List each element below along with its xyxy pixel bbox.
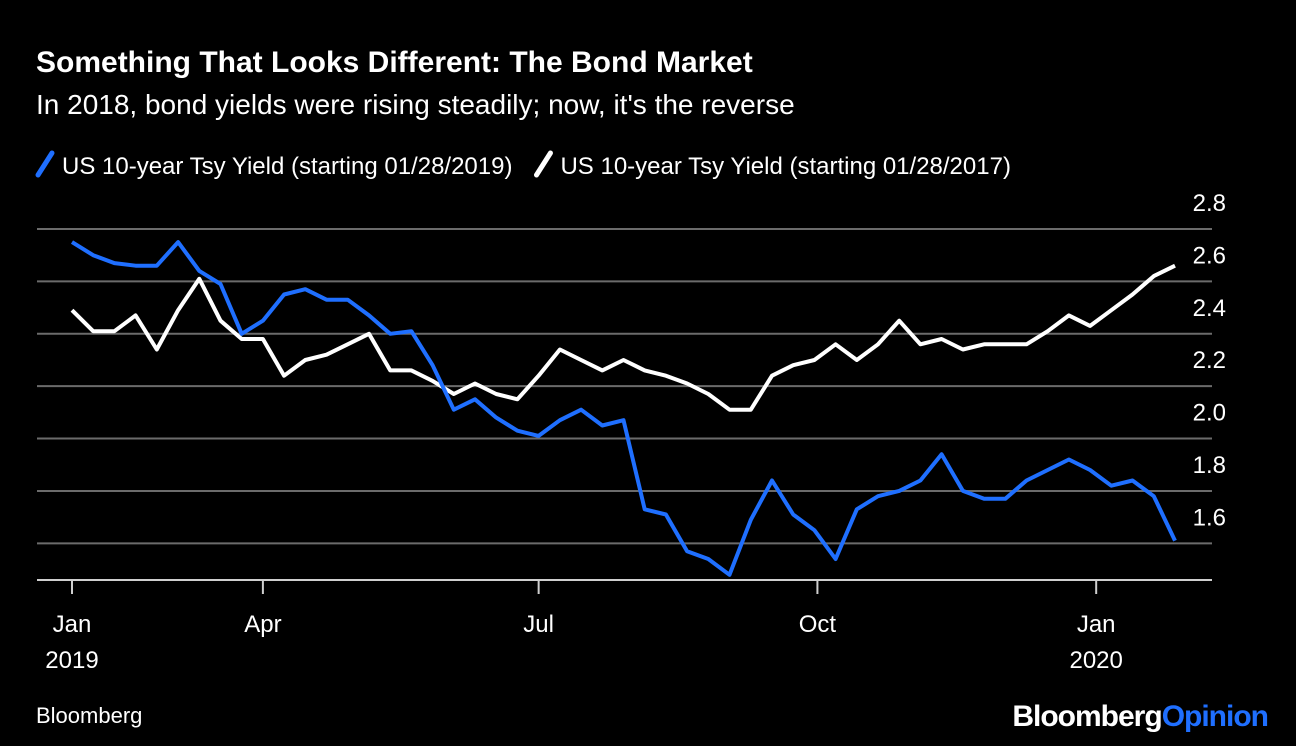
x-tick-label-line: Jan (53, 611, 92, 638)
brand-part: Bloomberg (1012, 700, 1161, 733)
x-tick-label-line: Jul (523, 611, 554, 638)
x-tick-label: Oct (799, 611, 837, 638)
legend-label: US 10-year Tsy Yield (starting 01/28/201… (560, 153, 1010, 180)
brand: BloombergOpinion (1012, 700, 1268, 733)
x-tick-label-line: Oct (799, 611, 837, 638)
brand-part: Opinion (1162, 700, 1268, 733)
x-tick-label-line: Jan (1077, 611, 1116, 638)
x-tick-label-line: 2019 (45, 647, 98, 674)
x-tick-label-line: 2020 (1069, 647, 1122, 674)
x-tick-label-line: Apr (244, 611, 281, 638)
x-tick-label: Apr (244, 611, 281, 638)
y-tick-label: 1.6 (1193, 504, 1226, 531)
legend-swatch (533, 150, 553, 178)
y-tick-label: 2.8 (1193, 190, 1226, 217)
x-tick-label: Jan 2019 (45, 611, 98, 674)
chart-title: Something That Looks Different: The Bond… (36, 46, 753, 79)
legend-label: US 10-year Tsy Yield (starting 01/28/201… (62, 153, 512, 180)
series-line (70, 240, 1177, 577)
y-tick-label: 2.2 (1193, 347, 1226, 374)
y-tick-label: 2.6 (1193, 242, 1226, 269)
x-tick-label: Jan 2020 (1069, 611, 1122, 674)
y-tick-label: 2.0 (1193, 400, 1226, 427)
y-tick-label: 2.4 (1193, 295, 1226, 322)
source: Bloomberg (36, 703, 142, 728)
legend-swatch (35, 150, 55, 178)
y-tick-label: 1.8 (1193, 452, 1226, 479)
chart-subtitle: In 2018, bond yields were rising steadil… (36, 89, 795, 120)
x-tick-label: Jul (523, 611, 554, 638)
series-line (70, 263, 1176, 412)
